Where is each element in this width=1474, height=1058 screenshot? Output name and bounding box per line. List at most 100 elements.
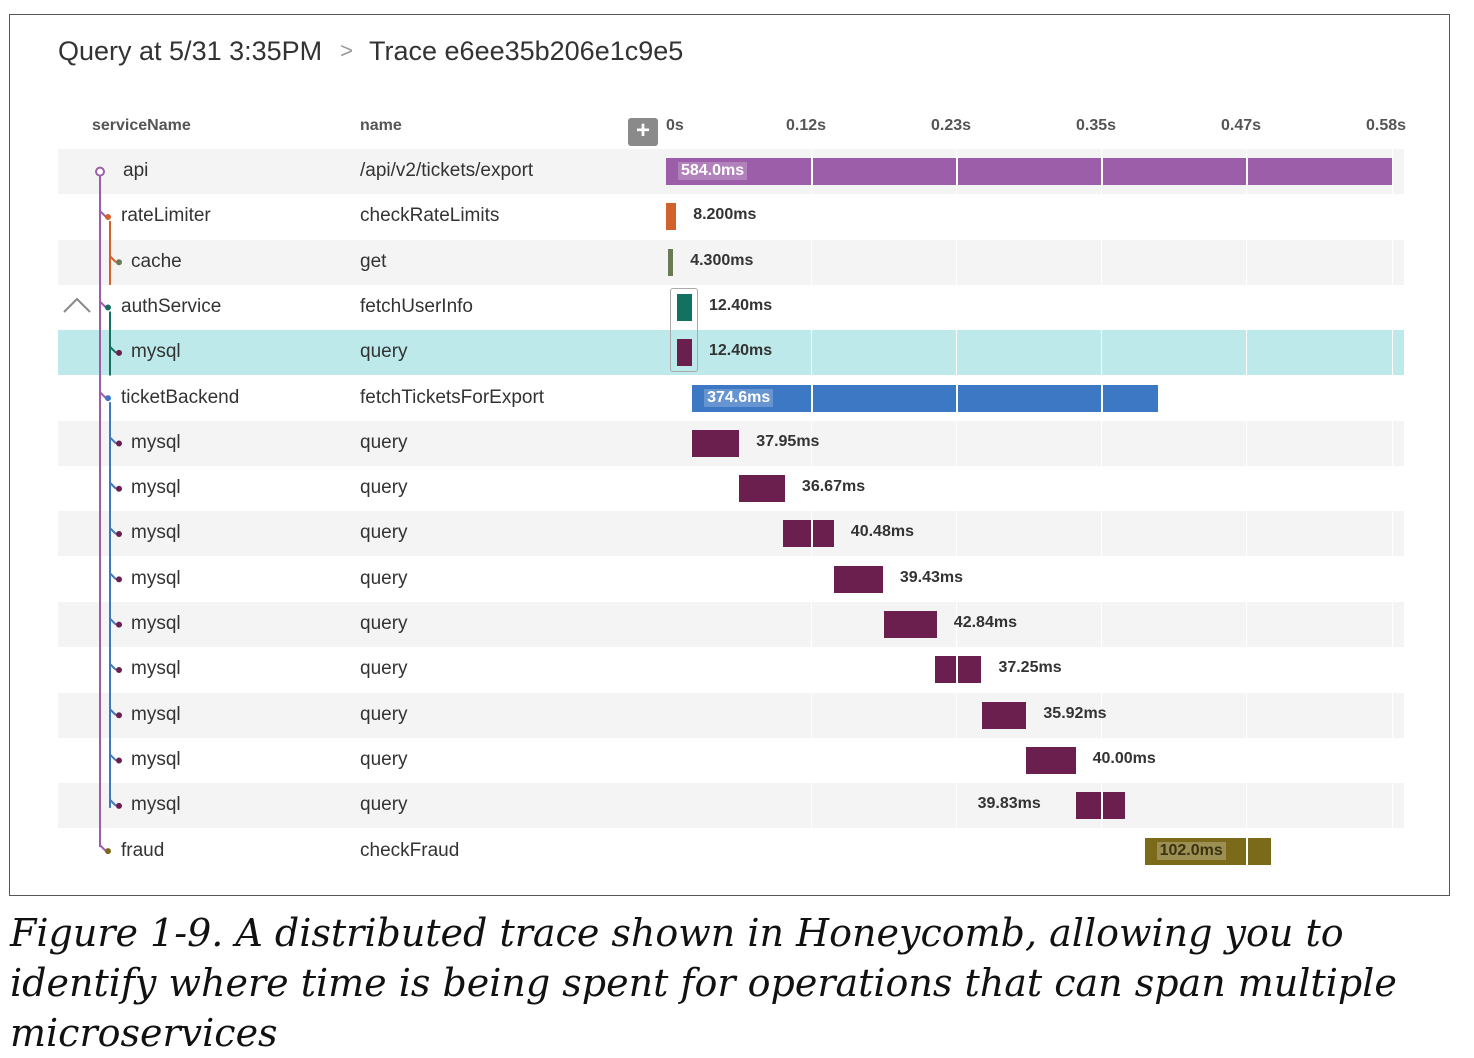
span-row[interactable]: mysql query 39.83ms: [58, 783, 1404, 829]
bar-gridline-cut: [1246, 837, 1248, 865]
span-duration-bar[interactable]: [666, 203, 677, 231]
timeline-gridline: [956, 284, 957, 330]
span-duration-bar[interactable]: [935, 656, 982, 684]
span-duration-bar[interactable]: [783, 520, 834, 548]
span-row[interactable]: mysql query 40.00ms: [58, 737, 1404, 783]
bar-gridline-cut: [1101, 158, 1103, 185]
span-row[interactable]: mysql query 12.40ms: [58, 330, 1404, 376]
span-service-name: cache: [131, 250, 182, 272]
timeline-gridline: [1246, 466, 1247, 512]
span-duration-bar[interactable]: [1025, 746, 1076, 774]
collapse-chevron-icon[interactable]: [62, 295, 92, 315]
timeline-gridline: [1101, 466, 1102, 512]
span-service-name: rateLimiter: [121, 205, 211, 227]
span-duration-label: 40.00ms: [1092, 749, 1156, 767]
timeline-gridline: [811, 692, 812, 738]
span-operation-name: query: [360, 703, 408, 725]
column-header-servicename[interactable]: serviceName: [92, 117, 191, 134]
breadcrumb-trace: Trace e6ee35b206e1c9e5: [369, 36, 684, 66]
span-row[interactable]: rateLimiter checkRateLimits 8.200ms: [58, 194, 1404, 240]
span-operation-name: query: [360, 477, 408, 499]
span-row[interactable]: mysql query 37.25ms: [58, 647, 1404, 693]
timeline-gridline: [811, 420, 812, 466]
timeline-gridline: [1101, 602, 1102, 647]
span-operation-name: fetchTicketsForExport: [360, 386, 545, 408]
timeline-gridline: [956, 466, 957, 512]
bar-gridline-cut: [811, 384, 813, 412]
span-duration-label: 8.200ms: [693, 206, 757, 224]
timeline-gridline: [1101, 194, 1102, 240]
timeline-gridline: [811, 647, 812, 693]
timeline-gridline: [1392, 692, 1393, 738]
span-row[interactable]: mysql query 36.67ms: [58, 466, 1404, 512]
timeline-gridline: [956, 330, 957, 376]
bar-gridline-cut: [811, 158, 813, 185]
timeline-gridline: [1392, 466, 1393, 512]
span-service-name: mysql: [131, 477, 181, 499]
span-duration-bar[interactable]: [667, 248, 674, 276]
span-duration-bar[interactable]: [692, 384, 1158, 412]
span-service-name: mysql: [131, 658, 181, 680]
span-duration-label: 12.40ms: [708, 342, 773, 360]
span-duration-bar[interactable]: [666, 158, 1392, 185]
span-row[interactable]: mysql query 35.92ms: [58, 692, 1404, 738]
breadcrumb-query-link[interactable]: Query at 5/31 3:35PM: [58, 36, 323, 66]
timeline-gridline: [811, 239, 812, 285]
span-service-name: mysql: [131, 567, 181, 589]
timeline-gridline: [1101, 239, 1102, 285]
span-duration-bar[interactable]: [883, 611, 937, 638]
span-row[interactable]: cache get 4.300ms: [58, 239, 1404, 285]
timeline-gridline: [1392, 647, 1393, 693]
span-service-name: mysql: [131, 431, 181, 453]
timeline-gridline: [1101, 511, 1102, 557]
timeline-gridline: [956, 556, 957, 602]
timeline-gridline: [1246, 692, 1247, 738]
span-duration-bar[interactable]: [1144, 837, 1272, 865]
bar-gridline-cut: [1101, 384, 1103, 412]
span-duration-label: 4.300ms: [690, 251, 754, 269]
span-row[interactable]: authService fetchUserInfo 12.40ms: [58, 284, 1404, 330]
span-row[interactable]: mysql query 39.43ms: [58, 556, 1404, 602]
column-header-name[interactable]: name: [360, 117, 402, 134]
span-row[interactable]: mysql query 42.84ms: [58, 602, 1404, 647]
span-row[interactable]: ticketBackend fetchTicketsForExport 374.6m…: [58, 375, 1404, 421]
span-operation-name: query: [360, 522, 408, 544]
timeline-gridline: [1392, 194, 1393, 240]
bar-gridline-cut: [956, 384, 958, 412]
timeline-gridline: [811, 828, 812, 874]
timeline-gridline: [1246, 556, 1247, 602]
timeline-tick: 0.47s: [1221, 117, 1262, 134]
span-duration-label: 584.0ms: [678, 162, 748, 180]
span-service-name: mysql: [131, 748, 181, 770]
breadcrumb: Query at 5/31 3:35PM > Trace e6ee35b206e1c…: [58, 36, 683, 67]
timeline-gridline: [1246, 194, 1247, 240]
span-duration-bar[interactable]: [676, 293, 692, 321]
span-row[interactable]: api/api/v2/tickets/export 584.0ms: [58, 149, 1404, 194]
timeline-gridline: [1101, 647, 1102, 693]
add-column-button[interactable]: +: [628, 118, 658, 146]
span-duration-bar[interactable]: [692, 429, 740, 457]
timeline-gridline: [1246, 330, 1247, 376]
timeline-gridline: [1101, 556, 1102, 602]
timeline-gridline: [811, 330, 812, 376]
span-row[interactable]: fraud checkFraud 102.0ms: [58, 828, 1404, 874]
span-duration-bar[interactable]: [676, 339, 692, 367]
span-operation-name: query: [360, 567, 408, 589]
span-operation-name: fetchUserInfo: [360, 295, 473, 317]
span-service-name: fraud: [121, 839, 165, 861]
span-duration-label: 39.43ms: [899, 568, 963, 586]
span-operation-name: query: [360, 658, 408, 680]
span-operation-name: get: [360, 250, 387, 272]
span-duration-label: 35.92ms: [1043, 704, 1107, 722]
span-duration-bar[interactable]: [833, 565, 883, 593]
figure-caption: Figure 1-9. A distributed trace shown in…: [10, 911, 1397, 1055]
span-duration-label: 42.84ms: [953, 614, 1017, 631]
span-duration-bar[interactable]: [1075, 792, 1126, 820]
span-row[interactable]: mysql query 40.48ms: [58, 511, 1404, 557]
timeline-gridline: [811, 284, 812, 330]
timeline-gridline: [1101, 692, 1102, 738]
timeline-gridline: [1392, 737, 1393, 783]
span-duration-bar[interactable]: [739, 475, 785, 503]
span-row[interactable]: mysql query 37.95ms: [58, 420, 1404, 466]
span-duration-bar[interactable]: [981, 701, 1027, 729]
